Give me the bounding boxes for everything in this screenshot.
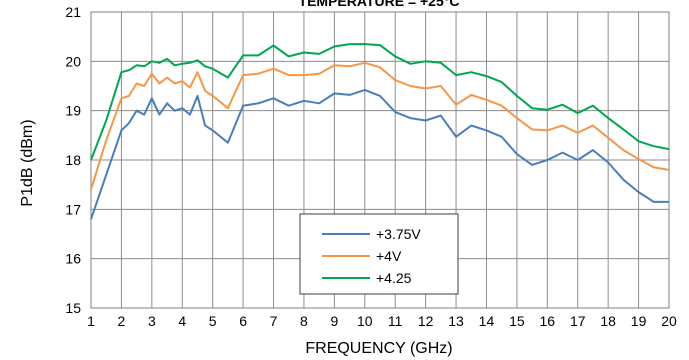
x-tick-labels: 1 2 3 4 5 6 7 8 9 10 11 12 13 14 15 16 17 18 19 20 — [87, 313, 677, 329]
legend-label-2: +4V — [376, 248, 402, 264]
series-lines — [90, 43, 670, 220]
series-line-1 — [90, 88, 669, 220]
chart-title: TEMPERATURE = +25°C — [299, 0, 460, 9]
x-tick-label: 11 — [388, 313, 403, 329]
y-axis-title: P1dB (dBm) — [19, 119, 36, 206]
x-tick-label: 15 — [509, 313, 525, 329]
x-tick-label: 18 — [600, 313, 616, 329]
x-tick-label: 9 — [330, 313, 338, 329]
x-tick-label: 5 — [209, 313, 217, 329]
x-axis-title: FREQUENCY (GHz) — [305, 340, 452, 357]
series-line-3 — [90, 43, 670, 161]
x-tick-label: 10 — [357, 313, 373, 329]
legend: +3.75V +4V +4.25 — [299, 213, 459, 295]
series-line-2 — [90, 61, 670, 190]
y-tick-label: 20 — [65, 53, 81, 69]
x-tick-label: 19 — [631, 313, 647, 329]
x-tick-label: 17 — [570, 313, 586, 329]
x-tick-label: 1 — [87, 313, 95, 329]
x-tick-label: 12 — [418, 313, 434, 329]
legend-box — [299, 213, 459, 295]
x-tick-label: 6 — [239, 313, 247, 329]
x-tick-label: 2 — [118, 313, 126, 329]
legend-label-1: +3.75V — [376, 226, 421, 242]
y-tick-label: 15 — [65, 300, 81, 316]
x-tick-label: 4 — [178, 313, 186, 329]
y-tick-label: 17 — [65, 201, 81, 217]
x-tick-label: 7 — [270, 313, 278, 329]
y-tick-label: 18 — [65, 152, 81, 168]
x-tick-label: 14 — [479, 313, 495, 329]
y-tick-labels: 15 16 17 18 19 20 21 — [65, 4, 81, 316]
x-tick-label: 8 — [300, 313, 308, 329]
x-tick-label: 3 — [148, 313, 156, 329]
y-tick-label: 19 — [65, 103, 81, 119]
x-tick-label: 16 — [540, 313, 556, 329]
y-tick-label: 16 — [65, 251, 81, 267]
legend-label-3: +4.25 — [376, 270, 412, 286]
x-tick-label: 13 — [448, 313, 464, 329]
y-tick-label: 21 — [65, 4, 81, 20]
x-tick-label: 20 — [661, 313, 677, 329]
